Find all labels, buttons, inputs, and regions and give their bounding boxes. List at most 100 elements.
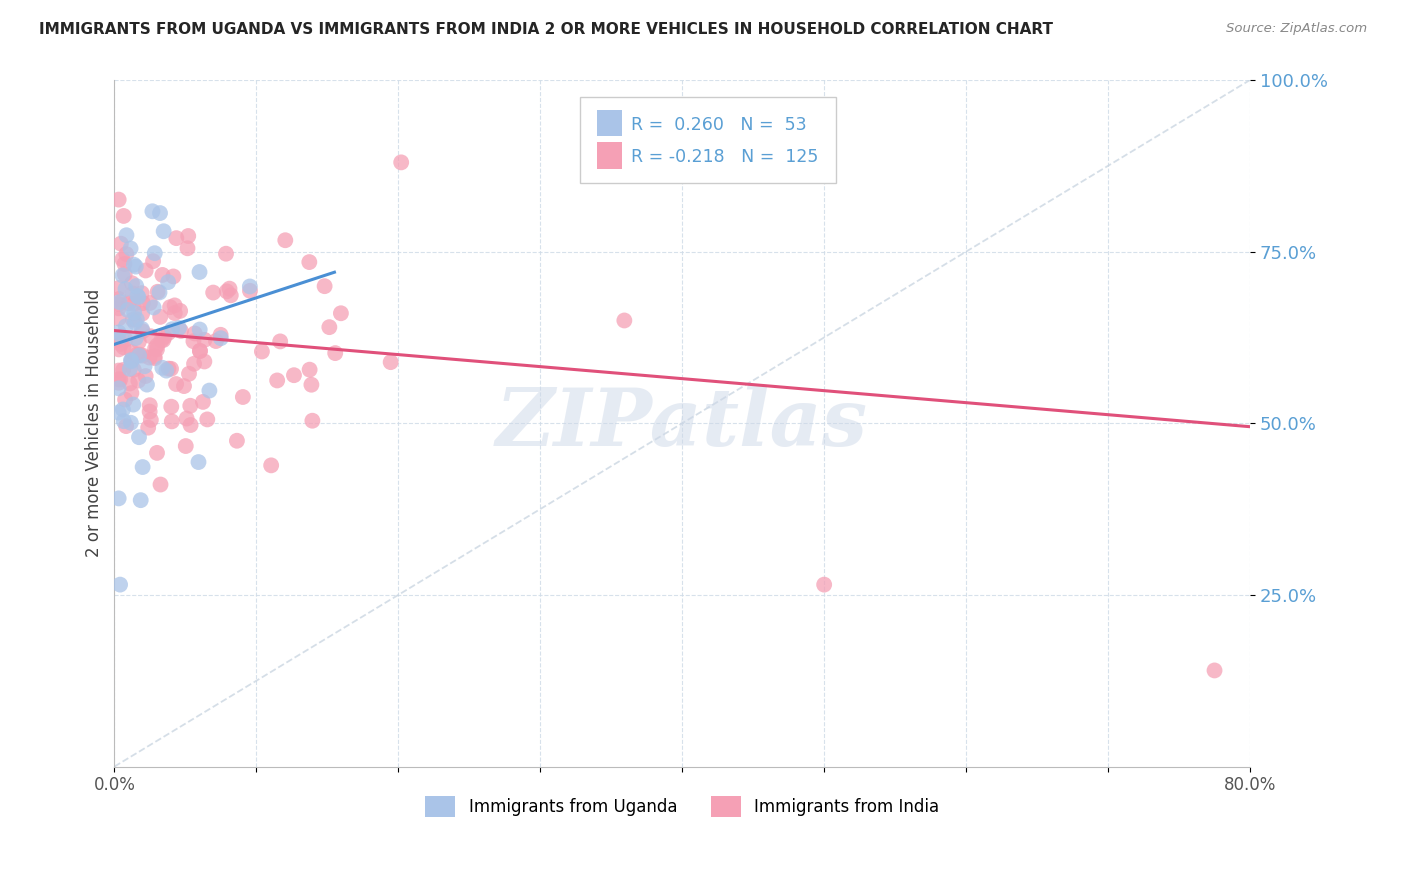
Point	[120, 386, 142, 401]
Point	[131, 286, 153, 301]
Point	[125, 331, 148, 345]
Point	[110, 329, 132, 343]
Point	[115, 247, 138, 261]
Point	[122, 305, 145, 319]
Point	[138, 351, 160, 365]
Point	[269, 334, 291, 349]
Point	[188, 343, 211, 358]
Point	[107, 343, 129, 357]
Point	[193, 354, 215, 368]
Point	[188, 265, 211, 279]
FancyBboxPatch shape	[598, 143, 621, 169]
Point	[121, 344, 143, 359]
Point	[219, 288, 242, 302]
Point	[1204, 664, 1226, 678]
Point	[135, 263, 157, 277]
Point	[125, 279, 148, 293]
Point	[108, 577, 131, 591]
Point	[266, 374, 288, 388]
Point	[301, 414, 323, 428]
Point	[239, 284, 262, 298]
Point	[107, 281, 129, 295]
Point	[143, 350, 166, 364]
Point	[150, 360, 173, 375]
Point	[183, 334, 205, 349]
Point	[165, 377, 187, 392]
Point	[323, 346, 346, 360]
FancyBboxPatch shape	[598, 111, 621, 136]
Point	[188, 344, 211, 359]
Point	[176, 411, 198, 425]
Point	[143, 246, 166, 260]
Point	[160, 414, 183, 428]
Point	[188, 322, 211, 336]
Point	[114, 392, 136, 407]
Point	[118, 296, 141, 310]
Point	[107, 326, 129, 340]
Point	[131, 322, 153, 336]
Point	[146, 446, 169, 460]
Point	[149, 206, 172, 220]
Point	[152, 333, 174, 347]
Point	[187, 455, 209, 469]
Point	[215, 246, 238, 260]
Point	[111, 402, 134, 417]
Point	[163, 306, 186, 320]
Point	[122, 398, 145, 412]
Point	[128, 430, 150, 444]
Point	[389, 155, 412, 169]
Point	[177, 367, 200, 381]
Point	[118, 376, 141, 391]
Point	[107, 333, 129, 347]
Point	[160, 400, 183, 414]
Point	[142, 254, 165, 268]
Text: ZIPatlas: ZIPatlas	[496, 384, 869, 462]
Point	[131, 307, 153, 321]
Point	[283, 368, 305, 383]
Point	[117, 303, 139, 318]
Point	[114, 282, 136, 296]
Point	[107, 406, 129, 420]
Point	[112, 414, 135, 428]
Point	[813, 577, 835, 591]
Point	[141, 204, 163, 219]
Point	[193, 333, 215, 347]
Point	[125, 312, 148, 326]
Point	[139, 296, 162, 310]
Point	[191, 395, 214, 409]
Point	[121, 277, 143, 291]
Point	[142, 301, 165, 315]
Point	[160, 322, 183, 336]
Point	[132, 296, 155, 310]
Point	[125, 260, 148, 274]
Point	[120, 242, 142, 256]
Point	[122, 297, 145, 311]
Point	[128, 348, 150, 362]
Point	[250, 344, 273, 359]
Point	[139, 329, 162, 343]
Point	[198, 384, 221, 398]
Point	[143, 342, 166, 356]
Point	[177, 229, 200, 244]
Point	[232, 390, 254, 404]
Point	[118, 361, 141, 376]
Point	[183, 357, 205, 371]
Point	[314, 279, 336, 293]
Point	[167, 321, 190, 335]
Point	[152, 224, 174, 238]
Point	[128, 334, 150, 349]
Point	[127, 289, 149, 303]
Point	[120, 416, 142, 430]
Point	[163, 298, 186, 312]
Point	[107, 381, 129, 395]
Point	[169, 304, 191, 318]
Point	[136, 420, 159, 434]
Point	[226, 434, 249, 448]
Point	[299, 377, 322, 392]
Point	[114, 257, 136, 271]
Point	[202, 285, 225, 300]
Point	[124, 315, 146, 329]
Point	[107, 193, 129, 207]
Point	[129, 493, 152, 508]
Point	[146, 343, 169, 357]
